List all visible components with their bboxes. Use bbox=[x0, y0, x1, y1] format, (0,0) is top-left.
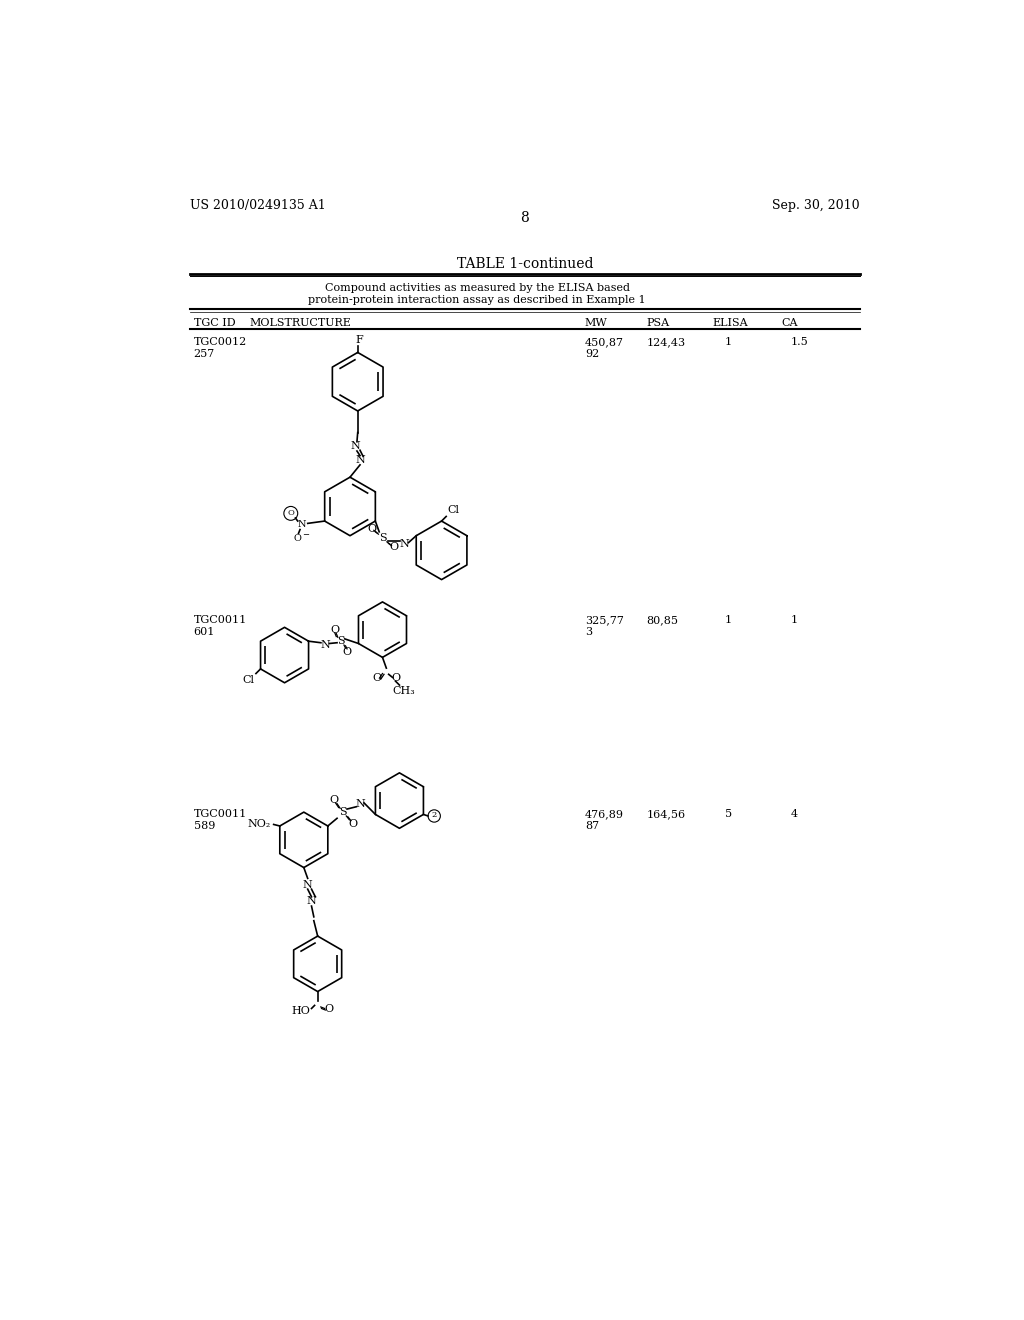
Text: 1.5: 1.5 bbox=[791, 337, 808, 347]
Text: TGC0011: TGC0011 bbox=[194, 615, 247, 624]
Text: S: S bbox=[339, 807, 347, 817]
Text: TGC0012: TGC0012 bbox=[194, 337, 247, 347]
Text: 1: 1 bbox=[725, 337, 732, 347]
Text: N: N bbox=[355, 800, 365, 809]
Text: O: O bbox=[324, 1005, 333, 1014]
Text: O: O bbox=[294, 533, 302, 543]
Text: 5: 5 bbox=[725, 809, 732, 818]
Text: 476,89: 476,89 bbox=[585, 809, 624, 818]
Text: 4: 4 bbox=[791, 809, 798, 818]
Text: 1: 1 bbox=[725, 615, 732, 624]
Text: O: O bbox=[391, 673, 400, 684]
Text: N: N bbox=[303, 879, 312, 890]
Text: ELISA: ELISA bbox=[712, 318, 748, 327]
Text: CH₃: CH₃ bbox=[392, 686, 415, 696]
Text: Cl: Cl bbox=[243, 675, 254, 685]
Text: 8: 8 bbox=[520, 211, 529, 224]
Text: HO: HO bbox=[291, 1006, 310, 1016]
Text: N: N bbox=[350, 441, 360, 451]
Text: Compound activities as measured by the ELISA based: Compound activities as measured by the E… bbox=[325, 284, 630, 293]
Text: TGC ID: TGC ID bbox=[194, 318, 236, 327]
Text: −: − bbox=[302, 531, 309, 540]
Text: NO₂: NO₂ bbox=[248, 818, 270, 829]
Text: 3: 3 bbox=[585, 627, 592, 638]
Text: N: N bbox=[297, 520, 306, 529]
Text: O: O bbox=[330, 795, 339, 805]
Text: 2: 2 bbox=[431, 812, 437, 820]
Text: O: O bbox=[330, 626, 339, 635]
Text: 80,85: 80,85 bbox=[646, 615, 679, 624]
Text: protein-protein interaction assay as described in Example 1: protein-protein interaction assay as des… bbox=[308, 296, 646, 305]
Text: 1: 1 bbox=[791, 615, 798, 624]
Text: O: O bbox=[373, 673, 382, 684]
Text: 450,87: 450,87 bbox=[585, 337, 624, 347]
Text: Sep. 30, 2010: Sep. 30, 2010 bbox=[772, 199, 860, 213]
Text: 589: 589 bbox=[194, 821, 215, 832]
Text: O: O bbox=[348, 820, 357, 829]
Text: CA: CA bbox=[781, 318, 798, 327]
Text: MW: MW bbox=[585, 318, 607, 327]
Text: O: O bbox=[288, 508, 294, 516]
Text: N: N bbox=[355, 455, 365, 465]
Text: N: N bbox=[306, 896, 316, 907]
Text: O: O bbox=[389, 543, 398, 552]
Text: 601: 601 bbox=[194, 627, 215, 638]
Text: 124,43: 124,43 bbox=[646, 337, 686, 347]
Text: 325,77: 325,77 bbox=[585, 615, 624, 624]
Text: TABLE 1-continued: TABLE 1-continued bbox=[457, 257, 593, 271]
Text: 257: 257 bbox=[194, 350, 215, 359]
Text: S: S bbox=[379, 533, 387, 543]
Text: 92: 92 bbox=[585, 350, 599, 359]
Text: S: S bbox=[337, 636, 345, 647]
Text: US 2010/0249135 A1: US 2010/0249135 A1 bbox=[189, 199, 326, 213]
Text: 87: 87 bbox=[585, 821, 599, 832]
Text: MOLSTRUCTURE: MOLSTRUCTURE bbox=[250, 318, 352, 327]
Text: F: F bbox=[355, 335, 364, 345]
Text: PSA: PSA bbox=[646, 318, 670, 327]
Text: 164,56: 164,56 bbox=[646, 809, 686, 818]
Text: Cl: Cl bbox=[447, 506, 460, 515]
Text: N: N bbox=[399, 539, 410, 549]
Text: N: N bbox=[321, 640, 331, 649]
Text: TGC0011: TGC0011 bbox=[194, 809, 247, 818]
Text: O: O bbox=[368, 524, 377, 533]
Text: O: O bbox=[342, 647, 351, 657]
